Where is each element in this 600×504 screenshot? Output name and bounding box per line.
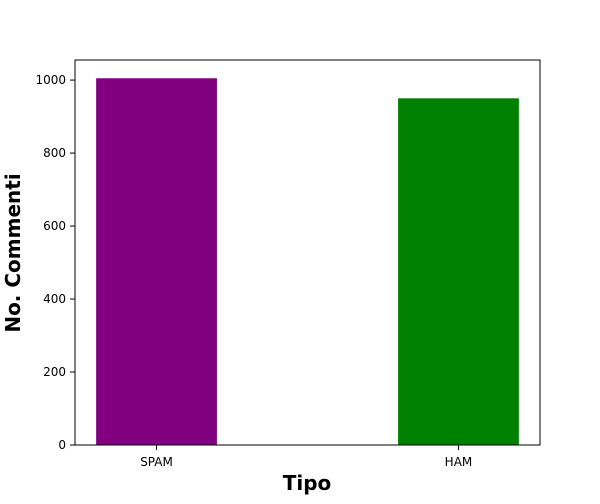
y-tick-label: 200: [43, 365, 66, 379]
x-axis: SPAM HAM: [140, 445, 472, 469]
bar-spam: [96, 78, 217, 445]
y-tick-label: 800: [43, 146, 66, 160]
y-tick-label: 1000: [35, 73, 66, 87]
bar-ham: [398, 98, 519, 445]
bars-group: [96, 78, 519, 445]
x-axis-label: Tipo: [283, 471, 332, 495]
y-axis: 0 200 400 600 800 1000: [35, 73, 75, 452]
plot-area: [74, 59, 541, 446]
x-tick-label: HAM: [445, 455, 473, 469]
y-tick-label: 400: [43, 292, 66, 306]
y-axis-label: No. Commenti: [1, 173, 25, 332]
x-tick-label: SPAM: [140, 455, 173, 469]
y-tick-label: 0: [58, 438, 66, 452]
y-tick-label: 600: [43, 219, 66, 233]
